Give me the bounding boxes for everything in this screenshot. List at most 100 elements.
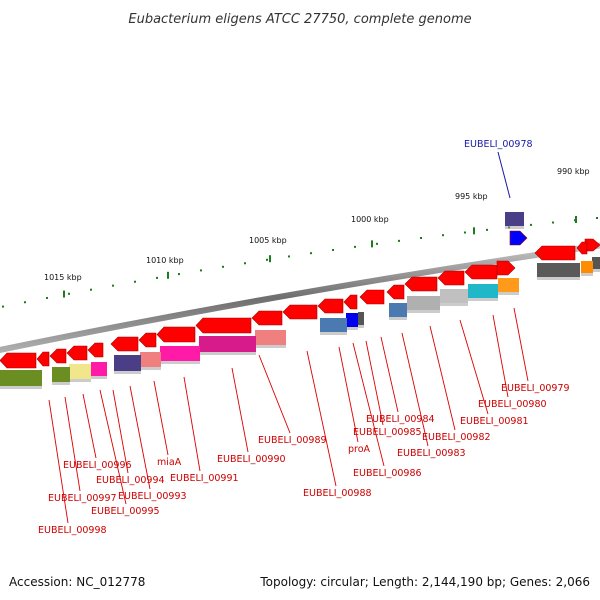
feature-box[interactable]	[407, 296, 440, 310]
feature-shadow	[0, 386, 42, 389]
cds-arrow[interactable]	[87, 342, 104, 358]
cds-arrow[interactable]	[386, 284, 405, 300]
major-tick	[473, 227, 475, 235]
gene-label[interactable]: EUBELI_00979	[501, 383, 570, 394]
gene-label[interactable]: EUBELI_00995	[91, 506, 160, 517]
cds-arrow[interactable]	[66, 345, 88, 361]
cds-arrow[interactable]	[464, 264, 498, 280]
feature-box[interactable]	[114, 355, 141, 371]
scale-label: 1015 kbp	[44, 273, 82, 282]
scale-label: 1000 kbp	[351, 215, 389, 224]
gene-label[interactable]: EUBELI_00994	[96, 475, 165, 486]
feature-box[interactable]	[498, 278, 519, 292]
gene-label[interactable]: EUBELI_00997	[48, 493, 117, 504]
tick-dot	[266, 258, 268, 261]
feature-box[interactable]	[440, 289, 468, 303]
cds-arrow[interactable]	[36, 351, 50, 367]
feature-shadow	[592, 269, 600, 272]
tick-dot	[200, 269, 202, 272]
feature-box[interactable]	[592, 257, 600, 269]
feature-box[interactable]	[91, 362, 107, 376]
label-leader	[183, 376, 201, 472]
tick-dot	[244, 262, 246, 265]
scale-label: 1005 kbp	[249, 236, 287, 245]
cds-arrow[interactable]	[437, 270, 465, 286]
scale-label: 995 kbp	[455, 192, 488, 201]
cds-arrow[interactable]	[509, 230, 528, 246]
highlighted-gene-label[interactable]: EUBELI_00978	[464, 139, 533, 150]
cds-arrow[interactable]	[195, 317, 252, 334]
feature-box[interactable]	[320, 318, 347, 332]
gene-label[interactable]: EUBELI_00983	[397, 448, 466, 459]
label-leader	[112, 389, 129, 474]
feature-box[interactable]	[581, 261, 593, 273]
cds-arrow[interactable]	[49, 348, 67, 364]
gene-label[interactable]: EUBELI_00989	[258, 435, 327, 446]
gene-label[interactable]: EUBELI_00990	[217, 454, 286, 465]
gene-label[interactable]: EUBELI_00985	[353, 427, 422, 438]
gene-track	[0, 212, 600, 389]
gene-label[interactable]: EUBELI_00981	[460, 416, 529, 427]
tick-dot	[90, 288, 92, 291]
feature-box[interactable]	[537, 263, 580, 277]
accession-text: Accession: NC_012778	[9, 575, 145, 589]
feature-box[interactable]	[346, 313, 358, 327]
gene-label[interactable]: proA	[348, 444, 371, 455]
feature-shadow	[52, 382, 70, 385]
tick-dot	[68, 292, 70, 295]
feature-box[interactable]	[505, 212, 524, 226]
cds-arrow[interactable]	[359, 289, 385, 305]
cds-arrow[interactable]	[110, 336, 139, 352]
label-leader	[401, 332, 429, 447]
tick-dot	[134, 280, 136, 283]
cds-arrow[interactable]	[496, 260, 516, 276]
gene-label[interactable]: miaA	[157, 457, 182, 468]
feature-shadow	[389, 317, 407, 320]
gene-label[interactable]: EUBELI_00980	[478, 399, 547, 410]
gene-label[interactable]: EUBELI_00988	[303, 488, 372, 499]
gene-label[interactable]: EUBELI_00984	[366, 414, 435, 425]
major-tick	[63, 290, 65, 298]
cds-arrow[interactable]	[534, 245, 576, 261]
cds-arrow[interactable]	[576, 241, 588, 255]
cds-arrow[interactable]	[317, 298, 344, 314]
cds-arrow[interactable]	[343, 294, 358, 310]
scale-label: 990 kbp	[557, 167, 590, 176]
feature-box[interactable]	[140, 352, 161, 367]
feature-shadow	[199, 352, 256, 355]
tick-dot	[112, 284, 114, 287]
gene-label[interactable]: EUBELI_00993	[118, 491, 187, 502]
feature-box[interactable]	[389, 303, 407, 317]
cds-arrow[interactable]	[282, 304, 318, 320]
cds-arrow[interactable]	[0, 352, 37, 369]
gene-labels: EUBELI_00979 EUBELI_00980 EUBELI_00981 EUBE…	[38, 383, 570, 536]
gene-label[interactable]: EUBELI_00996	[63, 460, 132, 471]
feature-box[interactable]	[358, 312, 364, 325]
feature-box[interactable]	[468, 284, 498, 298]
tick-dot	[288, 255, 290, 258]
feature-box[interactable]	[255, 330, 286, 345]
highlighted-gene-leader	[497, 151, 511, 199]
feature-shadow	[114, 371, 141, 374]
cds-arrow[interactable]	[251, 310, 283, 326]
feature-box[interactable]	[160, 346, 200, 361]
feature-box[interactable]	[69, 364, 91, 379]
cds-arrow[interactable]	[138, 332, 157, 348]
tick-dot	[420, 236, 422, 239]
feature-shadow	[320, 332, 347, 335]
feature-shadow	[255, 345, 286, 348]
tick-dot	[442, 234, 444, 237]
cds-arrow[interactable]	[156, 326, 196, 343]
gene-label[interactable]: EUBELI_00986	[353, 468, 422, 479]
feature-box[interactable]	[52, 367, 70, 382]
label-leader	[513, 307, 529, 382]
gene-label[interactable]: EUBELI_00998	[38, 525, 107, 536]
feature-shadow	[537, 277, 580, 280]
feature-box[interactable]	[0, 370, 42, 386]
feature-shadow	[440, 303, 468, 306]
cds-arrow[interactable]	[404, 276, 438, 292]
gene-label[interactable]: EUBELI_00982	[422, 432, 491, 443]
feature-shadow	[358, 325, 364, 328]
gene-label[interactable]: EUBELI_00991	[170, 473, 239, 484]
feature-box[interactable]	[199, 336, 256, 352]
